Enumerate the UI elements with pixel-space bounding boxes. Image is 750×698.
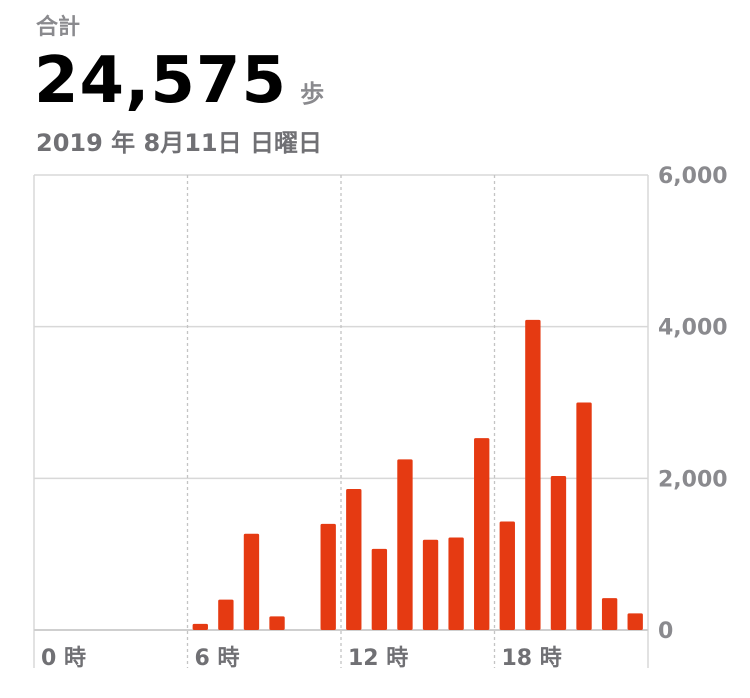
y-tick-label: 4,000 <box>658 316 728 341</box>
y-tick-label: 2,000 <box>658 467 728 492</box>
bar-hour-14 <box>397 459 413 630</box>
total-steps-value: 24,575 <box>34 44 287 118</box>
bar-hour-23 <box>627 613 643 630</box>
total-row: 24,575 歩 <box>34 44 324 118</box>
bar-hour-8 <box>243 533 260 630</box>
bar-hour-19 <box>525 319 541 630</box>
bar-hour-11 <box>320 523 336 630</box>
x-tick-label: 18 時 <box>502 646 562 671</box>
bar-hour-15 <box>422 539 439 630</box>
bar-hour-21 <box>576 402 592 630</box>
bar-hour-16 <box>448 537 464 630</box>
bar-hour-18 <box>499 521 515 630</box>
bar-hour-7 <box>218 599 234 630</box>
y-tick-label: 6,000 <box>658 164 728 189</box>
bar-hour-12 <box>346 488 362 630</box>
bar-hour-9 <box>269 616 285 630</box>
grid-layer <box>33 174 649 668</box>
bar-hour-6 <box>192 623 208 630</box>
bar-hour-22 <box>601 598 618 630</box>
labels-layer: 0 2,000 4,000 6,000 0 時 6 時 12 時 18 時 <box>41 164 728 671</box>
date-label: 2019 年 8月11日 日曜日 <box>36 129 322 157</box>
bar-hour-13 <box>371 548 388 630</box>
summary-label: 合計 <box>36 15 81 40</box>
bars-layer <box>192 319 643 630</box>
x-tick-label: 0 時 <box>41 646 86 671</box>
x-tick-label: 12 時 <box>348 646 408 671</box>
bar-hour-17 <box>474 438 490 630</box>
bar-hour-20 <box>550 476 567 630</box>
y-tick-label: 0 <box>658 619 673 644</box>
steps-unit-label: 歩 <box>300 80 325 108</box>
x-tick-label: 6 時 <box>195 646 240 671</box>
